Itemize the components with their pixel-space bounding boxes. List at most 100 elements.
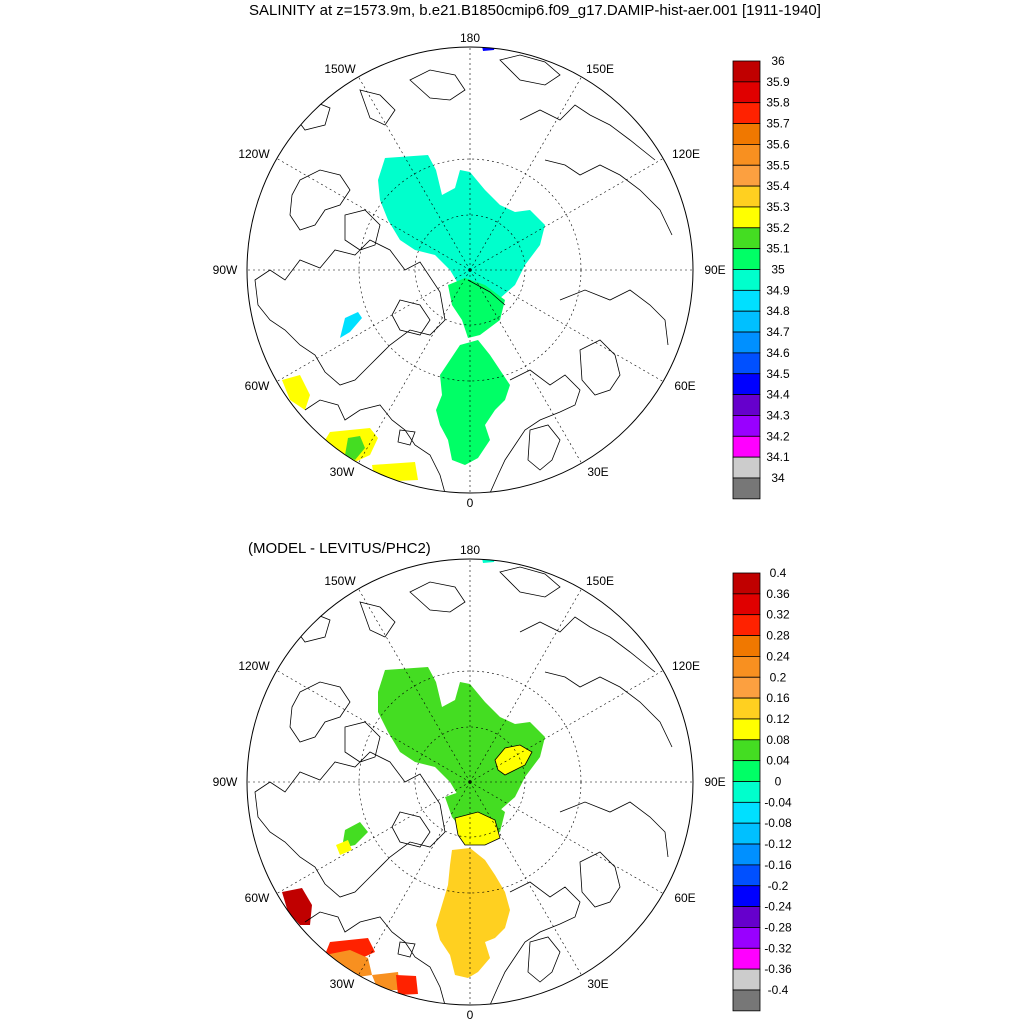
- colorbar-swatch: [732, 676, 761, 699]
- colorbar-swatch: [732, 227, 761, 250]
- colorbar-level-label: 0.12: [766, 712, 790, 726]
- bottom-colorbar: 0.4 0.36 0.32 0.28 0.24 0.2 0.16 0.12 0.08 0.04 0 -…: [732, 566, 792, 1012]
- colorbar-level-label: 0.2: [770, 670, 787, 684]
- bottom-field-atlantic-s-red: [396, 975, 418, 995]
- colorbar-level-label: 34.8: [766, 304, 790, 318]
- top-lon-120e: 120E: [672, 147, 700, 161]
- colorbar-level-label: 35.4: [766, 179, 790, 193]
- top-lon-60e: 60E: [674, 379, 695, 393]
- colorbar-swatch: [732, 352, 761, 375]
- colorbar-level-label: 34.3: [766, 408, 790, 422]
- bottom-field-atlantic-s: [372, 972, 400, 990]
- top-field-atlantic-green: [345, 436, 365, 460]
- top-lon-labels: 180 150E 120E 90E 60E 30E 0 30W 60W 90W …: [213, 31, 726, 510]
- top-graticule: [247, 47, 693, 493]
- colorbar-level-label: 0.24: [766, 649, 790, 663]
- colorbar-swatch: [732, 739, 761, 762]
- colorbar-swatch: [732, 477, 761, 500]
- colorbar-level-label: -0.4: [768, 983, 789, 997]
- colorbar-level-label: 34.7: [766, 325, 790, 339]
- colorbar-swatch: [732, 456, 761, 479]
- colorbar-swatch: [732, 572, 761, 595]
- colorbar-swatch: [732, 143, 761, 166]
- bottom-field-baffin-y: [336, 840, 352, 855]
- bottom-graticule: [247, 559, 693, 1005]
- colorbar-swatch: [732, 269, 761, 291]
- top-lon-120w: 120W: [238, 147, 270, 161]
- bottom-lon-90e: 90E: [704, 775, 725, 789]
- colorbar-swatch: [732, 906, 761, 928]
- top-lon-90e: 90E: [704, 263, 725, 277]
- colorbar-swatch: [732, 614, 761, 636]
- colorbar-level-label: 34.1: [766, 450, 790, 464]
- colorbar-swatch: [732, 415, 761, 437]
- bottom-field-atlantic-orange: [325, 950, 372, 978]
- colorbar-level-label: 35.9: [766, 75, 790, 89]
- top-lon-180: 180: [460, 31, 480, 45]
- bottom-lon-30e: 30E: [587, 977, 608, 991]
- colorbar-level-label: 0.36: [766, 587, 790, 601]
- colorbar-level-label: -0.08: [764, 816, 792, 830]
- colorbar-level-label: 0.28: [766, 629, 790, 643]
- colorbar-level-label: 35.1: [766, 242, 790, 256]
- bottom-lon-150e: 150E: [586, 574, 614, 588]
- colorbar-level-label: -0.32: [764, 941, 792, 955]
- colorbar-swatch: [732, 656, 761, 678]
- colorbar-swatch: [732, 206, 761, 229]
- top-field-green: [436, 278, 510, 465]
- colorbar-swatch: [732, 989, 761, 1012]
- bottom-lon-120w: 120W: [238, 659, 270, 673]
- colorbar-level-label: -0.24: [764, 900, 792, 914]
- colorbar-swatch: [732, 60, 761, 83]
- top-field-labrador: [282, 375, 310, 410]
- colorbar-swatch: [732, 123, 761, 145]
- bottom-lon-180: 180: [460, 543, 480, 557]
- top-field-ne-contour: [467, 279, 506, 306]
- colorbar-level-label: 34.5: [766, 367, 790, 381]
- difference-subtitle: (MODEL - LEVITUS/PHC2): [248, 540, 431, 557]
- colorbar-swatch: [732, 593, 761, 616]
- colorbar-swatch: [732, 801, 761, 824]
- top-field-baffin: [340, 312, 362, 338]
- colorbar-level-label: 34.9: [766, 283, 790, 297]
- bottom-lon-60e: 60E: [674, 891, 695, 905]
- colorbar-level-label: 0.08: [766, 733, 790, 747]
- colorbar-level-label: 0.16: [766, 691, 790, 705]
- bottom-lon-120e: 120E: [672, 659, 700, 673]
- colorbar-level-label: 0.4: [770, 566, 787, 580]
- colorbar-swatch: [732, 373, 761, 396]
- top-lon-0: 0: [467, 496, 474, 510]
- colorbar-swatch: [732, 331, 761, 354]
- colorbar-swatch: [732, 781, 761, 803]
- colorbar-level-label: -0.36: [764, 962, 792, 976]
- colorbar-swatch: [732, 435, 761, 458]
- bottom-field-green: [378, 667, 545, 840]
- colorbar-level-label: 35.7: [766, 117, 790, 131]
- top-colorbar: 36 35.9 35.8 35.7 35.6 35.5 35.4 35.3 35.2 35.1 35…: [732, 54, 790, 500]
- colorbar-swatch: [732, 81, 761, 104]
- colorbar-level-label: 35: [771, 263, 785, 277]
- bottom-lon-60w: 60W: [245, 891, 270, 905]
- colorbar-swatch: [732, 968, 761, 991]
- colorbar-swatch: [732, 697, 761, 720]
- bottom-lon-labels: 180 150E 120E 90E 60E 30E 0 30W 60W 90W …: [213, 543, 726, 1022]
- colorbar-swatch: [732, 164, 761, 187]
- colorbar-swatch: [732, 885, 761, 908]
- top-lon-60w: 60W: [245, 379, 270, 393]
- colorbar-level-label: 36: [771, 54, 785, 68]
- top-lon-90w: 90W: [213, 263, 238, 277]
- colorbar-swatch: [732, 760, 761, 782]
- colorbar-level-label: -0.16: [764, 858, 792, 872]
- colorbar-swatch: [732, 947, 761, 970]
- bottom-field-yellow-ne: [494, 744, 533, 776]
- colorbar-level-label: 35.6: [766, 137, 790, 151]
- colorbar-swatch: [732, 248, 761, 270]
- bottom-coastlines: [254, 566, 673, 1005]
- colorbar-level-label: -0.04: [764, 795, 792, 809]
- colorbar-level-label: -0.12: [764, 837, 792, 851]
- colorbar-swatch: [732, 185, 761, 208]
- bottom-field-orange: [436, 848, 510, 978]
- colorbar-level-label: 0.04: [766, 754, 790, 768]
- colorbar-level-label: -0.28: [764, 920, 792, 934]
- colorbar-level-label: 35.2: [766, 221, 790, 235]
